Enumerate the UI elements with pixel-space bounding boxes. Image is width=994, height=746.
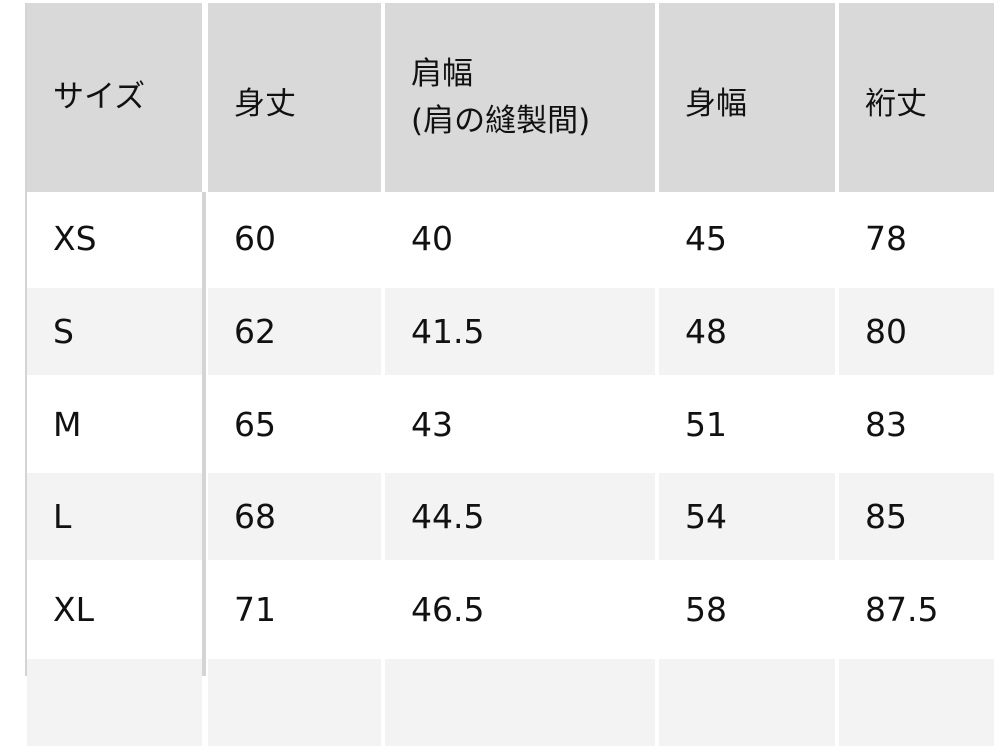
header-label: 身丈 xyxy=(234,86,296,123)
table-cell-sleeve: 85 xyxy=(839,473,994,560)
table-cell-shoulder: 41.5 xyxy=(385,288,655,375)
table-cell-sleeve: 83 xyxy=(839,378,994,471)
table-cell-size: L xyxy=(27,473,202,560)
table-cell-partial xyxy=(839,659,994,746)
table-cell-partial xyxy=(27,659,202,746)
table-cell-width: 51 xyxy=(659,378,835,471)
header-length: 身丈 xyxy=(208,3,381,192)
column-divider xyxy=(202,192,206,676)
table-cell-shoulder: 44.5 xyxy=(385,473,655,560)
table-cell-partial xyxy=(208,659,381,746)
header-label: 裄丈 xyxy=(865,86,927,123)
table-cell-length: 68 xyxy=(208,473,381,560)
table-cell-size: XS xyxy=(27,192,202,285)
table-cell-partial xyxy=(385,659,655,746)
header-label: 身幅 xyxy=(685,86,747,123)
header-width: 身幅 xyxy=(659,3,835,192)
header-sublabel: (肩の縫製間) xyxy=(411,102,591,139)
header-sleeve: 裄丈 xyxy=(839,3,994,192)
table-cell-shoulder: 40 xyxy=(385,192,655,285)
table-cell-shoulder: 43 xyxy=(385,378,655,471)
table-cell-sleeve: 78 xyxy=(839,192,994,285)
table-cell-sleeve: 87.5 xyxy=(839,563,994,656)
table-cell-partial xyxy=(659,659,835,746)
table-cell-width: 58 xyxy=(659,563,835,656)
table-cell-length: 65 xyxy=(208,378,381,471)
table-cell-length: 71 xyxy=(208,563,381,656)
table-cell-width: 48 xyxy=(659,288,835,375)
header-shoulder: 肩幅 (肩の縫製間) xyxy=(385,3,655,192)
table-cell-width: 45 xyxy=(659,192,835,285)
table-cell-size: XL xyxy=(27,563,202,656)
table-cell-sleeve: 80 xyxy=(839,288,994,375)
header-label: サイズ xyxy=(53,79,146,116)
header-label: 肩幅 xyxy=(411,56,473,92)
table-cell-length: 60 xyxy=(208,192,381,285)
table-cell-width: 54 xyxy=(659,473,835,560)
table-cell-size: M xyxy=(27,378,202,471)
table-cell-length: 62 xyxy=(208,288,381,375)
table-cell-shoulder: 46.5 xyxy=(385,563,655,656)
table-left-border xyxy=(25,3,27,676)
table-cell-size: S xyxy=(27,288,202,375)
header-size: サイズ xyxy=(27,3,202,192)
